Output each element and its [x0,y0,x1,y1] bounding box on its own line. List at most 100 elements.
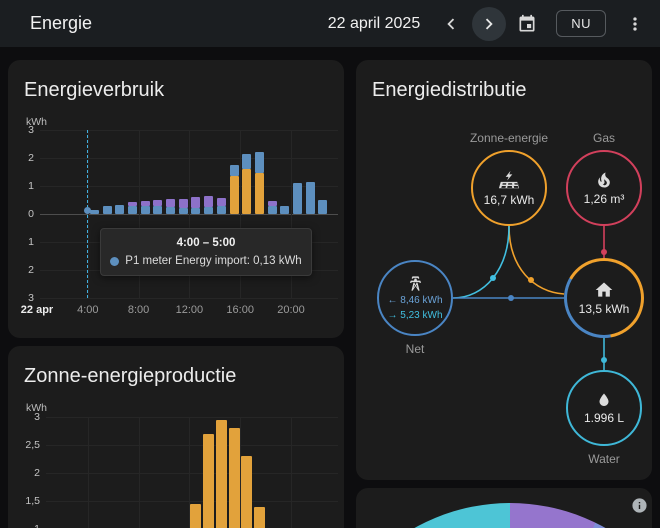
sources-pie-chart[interactable] [356,503,652,528]
water-drop-icon [599,393,609,406]
bar-segment[interactable] [127,202,137,206]
y-axis-tick: 2,5 [25,439,40,451]
bar-segment[interactable] [267,201,277,206]
chevron-right-icon [486,18,493,29]
solar-card-title: Zonne-energieproductie [24,365,237,387]
bar-segment[interactable] [127,205,137,214]
info-button[interactable] [628,494,650,516]
bar-segment[interactable] [178,198,188,208]
bar-segment[interactable] [267,205,277,214]
bar-segment[interactable] [153,200,163,207]
y-axis-tick: 2 [28,264,34,276]
bar-segment[interactable] [204,207,214,214]
y-axis-tick: 1,5 [25,495,40,507]
bar-segment[interactable] [102,205,112,214]
gridline-h [40,298,338,299]
solar-node[interactable]: 16,7 kWh [471,150,547,226]
bar-segment[interactable] [253,506,265,528]
flow-dot-grid [508,295,514,301]
gridline-v [291,417,292,528]
y-axis-tick: 2 [28,152,34,164]
bar-segment[interactable] [215,419,227,528]
transmission-tower-icon [409,275,421,291]
header-actions: 22 april 2025 NU [327,6,652,41]
bar-segment[interactable] [153,206,163,214]
gridline-h [40,130,338,131]
y-axis-tick: 3 [34,411,40,423]
consumption-card-title: Energieverbruik [24,79,165,101]
y-axis-tick: 2 [34,467,40,479]
bar-segment[interactable] [318,200,328,214]
grid-node[interactable]: ← 8,46 kWh → 5,23 kWh [377,260,453,336]
bar-segment[interactable] [280,206,290,214]
bar-segment[interactable] [203,433,215,528]
y-axis-tick: 3 [28,292,34,304]
x-axis-tick: 12:00 [175,304,204,316]
series-color-dot [110,256,120,266]
bar-segment[interactable] [241,456,253,528]
solar-node-label: Zonne-energie [469,131,549,145]
x-axis-tick: 4:00 [77,304,99,316]
x-axis-tick: 16:00 [226,304,254,316]
gridline-v [240,417,242,528]
gridline-v [138,130,140,298]
gridline-h [46,445,338,446]
bar-segment[interactable] [115,205,125,214]
bar-segment[interactable] [229,176,239,214]
bar-segment[interactable] [229,165,239,177]
bar-segment[interactable] [191,207,201,214]
distribution-card-title: Energiedistributie [372,79,527,101]
bar-segment[interactable] [140,201,150,207]
prev-period-button[interactable] [434,7,468,41]
bar-segment[interactable] [254,173,264,214]
calendar-button[interactable] [510,7,544,41]
bar-segment[interactable] [305,181,315,214]
gas-node[interactable]: 1,26 m³ [566,150,642,226]
date-label: 22 april 2025 [327,14,421,32]
water-node-value: 1.996 L [583,411,625,425]
y-axis-tick: 1 [28,236,34,248]
gas-node-value: 1,26 m³ [583,192,625,206]
solar-production-card: Zonne-energieproductie kWh 32,521,510,50 [8,346,344,528]
now-button[interactable]: NU [556,10,606,37]
chart-tooltip: 4:00 – 5:00 P1 meter Energy import: 0,13… [100,228,312,276]
gridline-h [40,186,338,187]
tooltip-row: P1 meter Energy import: 0,13 kWh [110,255,302,267]
overflow-menu-button[interactable] [618,7,652,41]
next-period-button[interactable] [472,6,507,41]
grid-node-label: Net [405,342,425,356]
hover-indicator-dot [84,207,91,214]
chevron-left-icon [447,18,455,29]
bar-segment[interactable] [191,197,201,208]
home-node[interactable]: 13,5 kWh [564,258,644,338]
bar-segment[interactable] [190,503,202,528]
gridline-h [46,473,338,474]
bar-segment[interactable] [216,206,226,214]
bar-segment[interactable] [178,207,188,214]
bar-segment[interactable] [293,183,302,214]
solar-production-chart[interactable]: kWh 32,521,510,50 [8,402,344,528]
water-node[interactable]: 1.996 L [566,370,642,446]
bar-segment[interactable] [228,428,240,528]
gridline-v [138,417,140,528]
bar-segment[interactable] [216,197,226,207]
x-axis-tick: 8:00 [127,304,150,316]
y-axis-tick: 0 [28,208,34,220]
bar-segment[interactable] [242,169,252,214]
bar-segment[interactable] [166,207,175,214]
bar-segment[interactable] [140,206,150,214]
calendar-icon [519,14,535,32]
flow-dot-return [490,275,496,281]
flame-icon [598,172,610,188]
consumption-chart[interactable]: kWh 4:00 – 5:00 P1 meter Energy import: … [8,116,344,326]
gridline-h [40,158,338,159]
bar-segment[interactable] [89,210,99,214]
bar-segment[interactable] [254,152,264,174]
bar-segment[interactable] [166,198,175,207]
bar-segment[interactable] [204,196,214,207]
app-header: Energie 22 april 2025 NU [0,0,660,47]
tooltip-time: 4:00 – 5:00 [176,237,236,249]
bar-segment[interactable] [242,153,252,170]
gridline-v [189,417,191,528]
